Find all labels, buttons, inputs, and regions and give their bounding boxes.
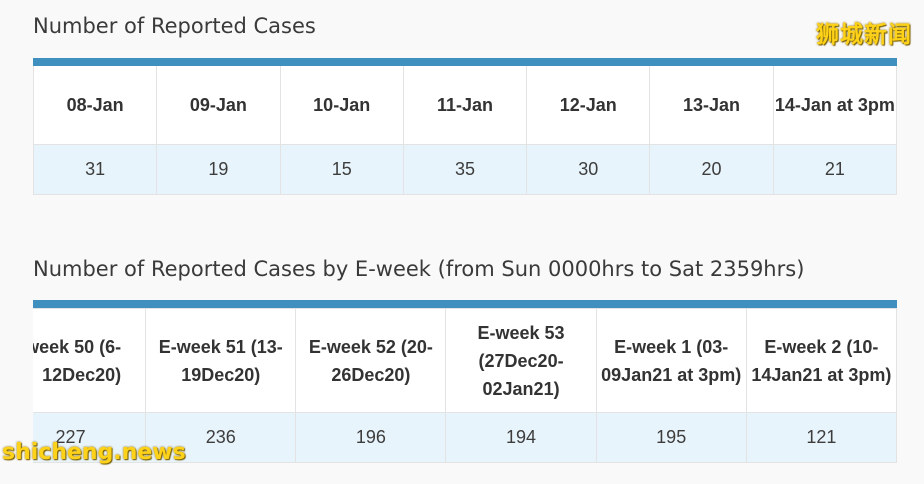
table-cell: 20 bbox=[649, 144, 774, 195]
column-header: 11-Jan bbox=[402, 61, 528, 145]
column-header: E-week 1 (03-09Jan21 at 3pm) bbox=[595, 308, 747, 413]
table-cell: 15 bbox=[279, 144, 404, 195]
section-title-eweek-cases: Number of Reported Cases by E-week (from… bbox=[33, 257, 805, 281]
table-row: 31 19 15 35 30 20 21 bbox=[32, 144, 898, 195]
table-header-row: 08-Jan 09-Jan 10-Jan 11-Jan 12-Jan 13-Ja… bbox=[32, 61, 898, 145]
column-header: 13-Jan bbox=[649, 61, 774, 145]
section-title-reported-cases: Number of Reported Cases bbox=[33, 14, 316, 38]
column-header: E-week 2 (10-14Jan21 at 3pm) bbox=[745, 308, 897, 413]
table-cell: 196 bbox=[295, 412, 447, 463]
table-cell: 195 bbox=[595, 412, 747, 463]
table-cell: 121 bbox=[745, 412, 897, 463]
table-cell: 19 bbox=[156, 144, 281, 195]
table-cell: 21 bbox=[772, 144, 898, 195]
daily-cases-table: 08-Jan 09-Jan 10-Jan 11-Jan 12-Jan 13-Ja… bbox=[32, 58, 898, 195]
table-cell: 227 bbox=[33, 412, 147, 463]
column-header: 09-Jan bbox=[156, 61, 281, 145]
table-row: 227 236 196 194 195 121 bbox=[33, 412, 897, 463]
column-header: E-week 53 (27Dec20-02Jan21) bbox=[445, 308, 597, 413]
column-header: 10-Jan bbox=[279, 61, 404, 145]
table-cell: 236 bbox=[145, 412, 297, 463]
watermark-logo-cn: 狮城新闻 bbox=[816, 22, 912, 48]
column-header: 14-Jan at 3pm bbox=[772, 61, 898, 145]
eweek-table-scroll-area[interactable]: E-week 50 (6-12Dec20) E-week 51 (13-19De… bbox=[33, 300, 897, 484]
column-header: E-week 51 (13-19Dec20) bbox=[145, 308, 297, 413]
table-cell: 35 bbox=[402, 144, 528, 195]
table-cell: 31 bbox=[32, 144, 158, 195]
watermark-logo-en: shicheng.news bbox=[2, 440, 186, 465]
column-header: E-week 52 (20-26Dec20) bbox=[295, 308, 447, 413]
column-header: E-week 50 (6-12Dec20) bbox=[33, 308, 147, 413]
eweek-cases-table: E-week 50 (6-12Dec20) E-week 51 (13-19De… bbox=[33, 308, 897, 463]
table-cell: 30 bbox=[526, 144, 651, 195]
table-header-row: E-week 50 (6-12Dec20) E-week 51 (13-19De… bbox=[33, 308, 897, 413]
column-header: 12-Jan bbox=[526, 61, 651, 145]
table-cell: 194 bbox=[445, 412, 597, 463]
column-header: 08-Jan bbox=[32, 61, 158, 145]
